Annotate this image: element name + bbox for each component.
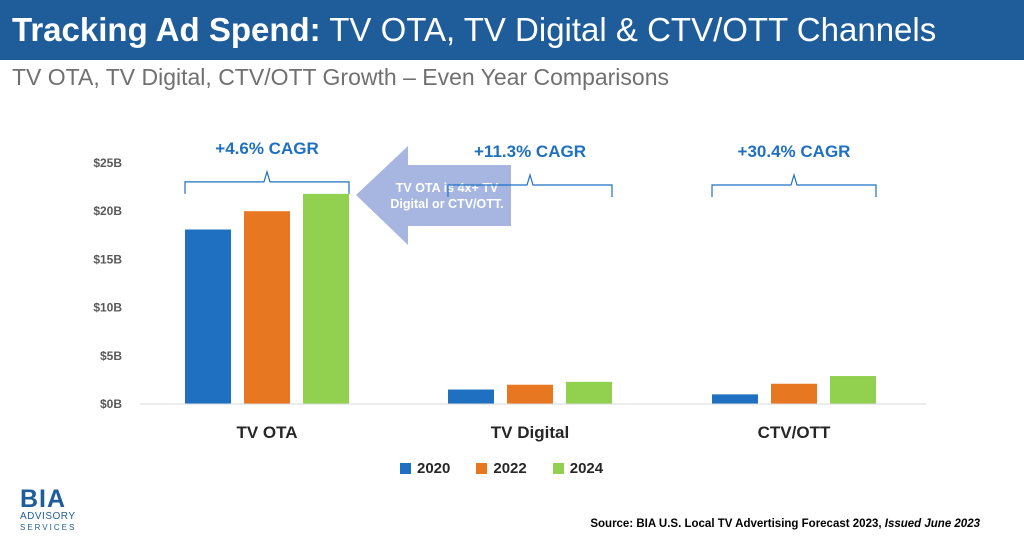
title-rest: TV OTA, TV Digital & CTV/OTT Channels [320,11,937,48]
cagr-label: +4.6% CAGR [215,139,318,158]
y-tick-label: $25B [93,156,122,170]
callout-arrow-shape [356,146,511,245]
logo-main: BIA [20,485,67,513]
page-subtitle: TV OTA, TV Digital, CTV/OTT Growth – Eve… [12,64,670,90]
category-label: TV OTA [236,423,297,442]
callout-line-2: Digital or CTV/OTT. [390,197,503,211]
bia-logo: BIA ADVISORY SERVICES [20,487,88,533]
legend: 2020 2022 2024 [400,458,603,478]
source-text: Source: BIA U.S. Local TV Advertising Fo… [590,518,885,530]
y-tick-label: $10B [93,301,122,315]
cagr-label: +11.3% CAGR [474,142,586,161]
category-labels: TV OTA TV Digital CTV/OTT [236,423,831,442]
bars [185,193,876,404]
y-tick-label: $15B [93,252,122,266]
legend-item-2024: 2024 [552,459,604,477]
legend-swatch-2024 [552,462,564,474]
legend-item-2020: 2020 [400,460,450,477]
cagr-annotations: +4.6% CAGR +11.3% CAGR +30.4% CAGR [184,139,877,197]
y-tick-label: $20B [93,204,122,218]
cagr-label: +30.4% CAGR [738,142,851,161]
bar-2024-0 [303,193,349,404]
bar-2022-1 [507,384,553,404]
callout-line-1: TV OTA is 4x+ TV [396,181,499,195]
title-bar [0,0,1024,60]
cagr-brace [711,172,877,197]
bar-2020-0 [185,229,231,404]
callout-annotation: TV OTA is 4x+ TV Digital or CTV/OTT. [356,146,511,245]
category-label: CTV/OTT [758,423,831,442]
y-tick-label: $0B [100,397,122,411]
category-label: TV Digital [491,423,569,442]
page-title: Tracking Ad Spend: TV OTA, TV Digital & … [12,9,936,51]
cagr-brace [447,172,613,197]
y-tick-label: $5B [100,349,122,363]
bar-2024-2 [830,376,876,404]
legend-swatch-2020 [400,462,411,474]
title-bold: Tracking Ad Spend: [12,11,321,48]
bar-2022-2 [771,383,817,404]
legend-item-2022: 2022 [476,459,527,477]
cagr-brace [184,169,350,194]
bar-2022-0 [244,211,290,404]
legend-label-2024: 2024 [569,459,604,477]
bar-2020-2 [712,394,758,404]
logo-line-2: SERVICES [20,523,77,532]
y-axis-ticks: $0B $5B $10B $15B $20B $25B [93,156,122,411]
source-issued: Issued June 2023 [884,518,980,530]
source-note: Source: BIA U.S. Local TV Advertising Fo… [590,518,980,530]
legend-label-2022: 2022 [493,459,527,477]
legend-label-2020: 2020 [417,459,451,477]
bar-2024-1 [566,381,612,404]
legend-swatch-2022 [476,462,488,474]
logo-line-1: ADVISORY [20,511,76,522]
bar-2020-1 [448,389,494,404]
